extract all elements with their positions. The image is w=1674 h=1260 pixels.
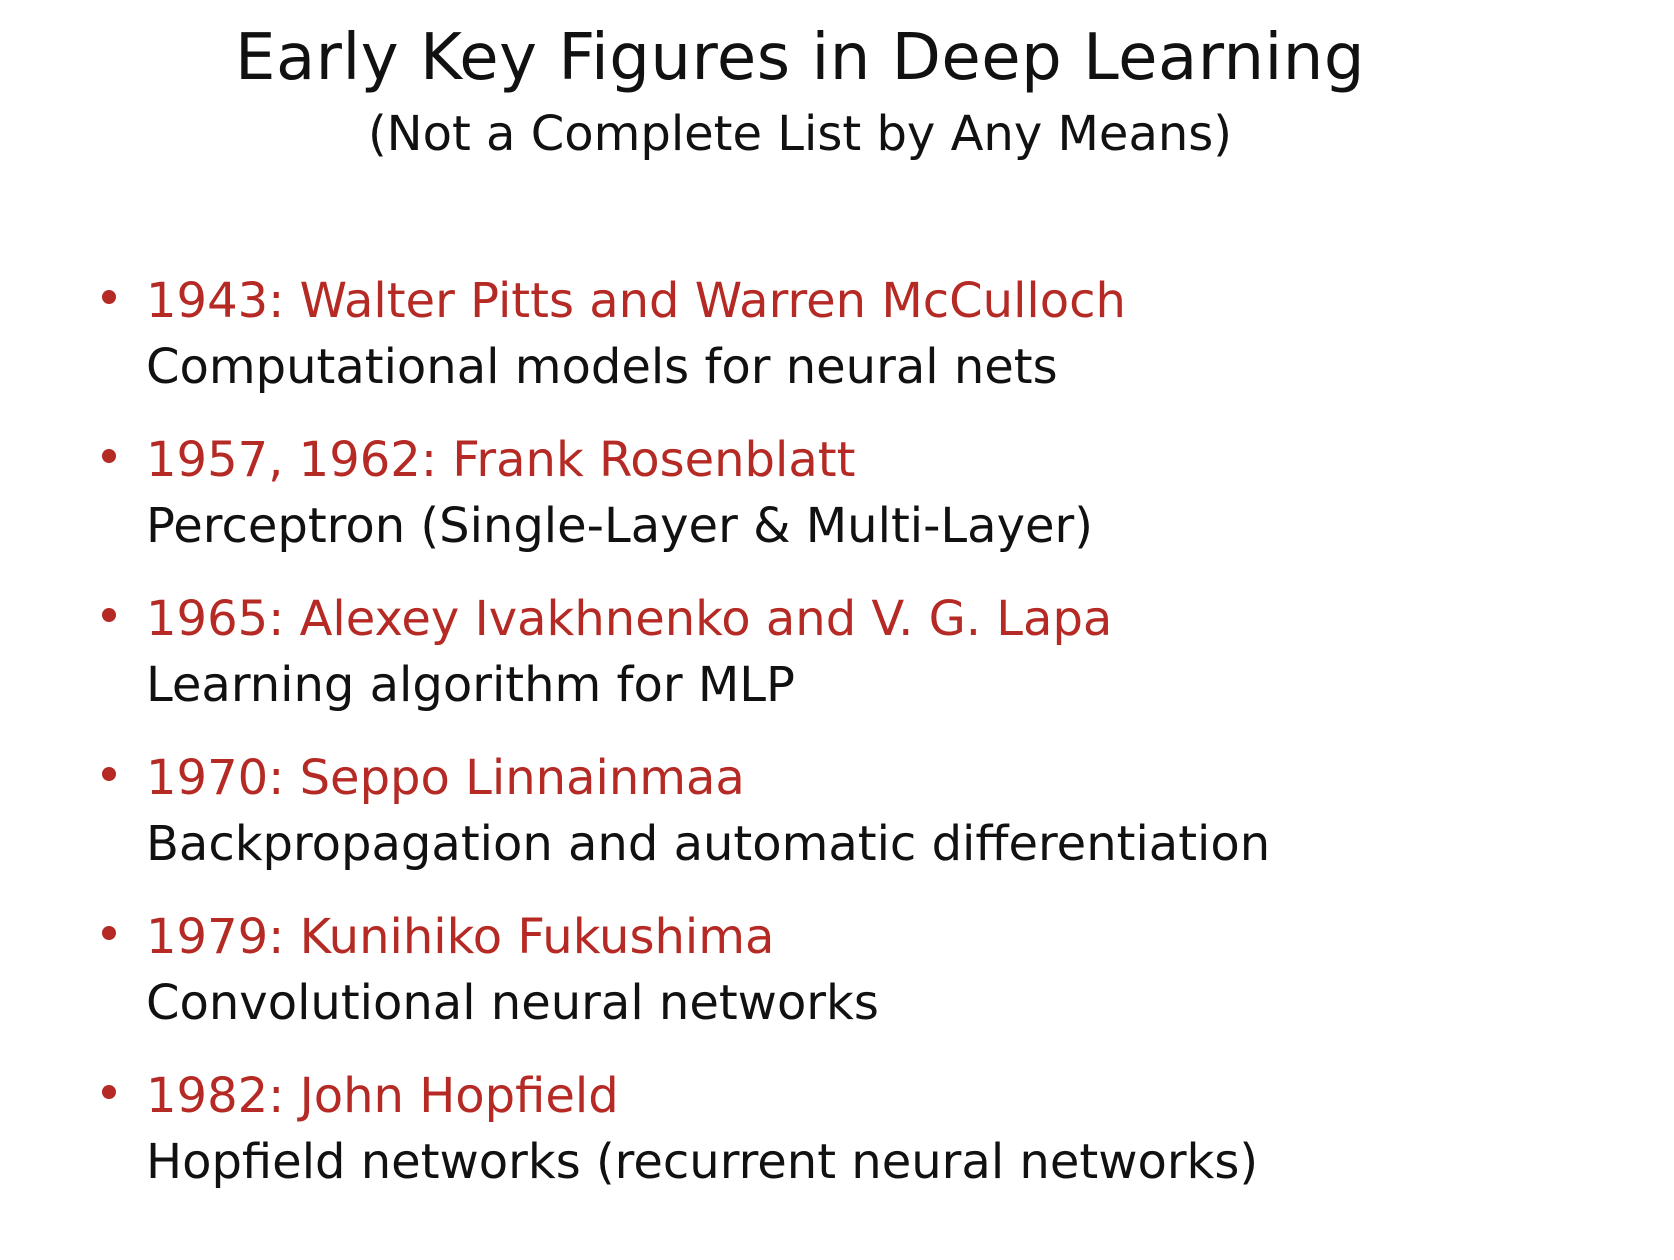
bullet-icon [102, 926, 116, 940]
bullet-icon [102, 608, 116, 622]
list-item: 1979: Kunihiko Fukushima Convolutional n… [96, 904, 1596, 1063]
slide-subtitle: (Not a Complete List by Any Means) [367, 106, 1233, 162]
item-heading: 1965: Alexey Ivakhnenko and V. G. Lapa [146, 591, 1113, 647]
item-description: Convolutional neural networks [146, 975, 879, 1031]
item-description: Backpropagation and automatic differenti… [146, 816, 1271, 872]
item-description: Learning algorithm for MLP [146, 657, 795, 713]
slide-title: Early Key Figures in Deep Learning [235, 21, 1365, 95]
list-item: 1982: John Hopfield Hopfield networks (r… [96, 1063, 1596, 1222]
bullet-icon [102, 290, 116, 304]
item-heading: 1943: Walter Pitts and Warren McCulloch [146, 273, 1126, 329]
list-item: 1957, 1962: Frank Rosenblatt Perceptron … [96, 427, 1596, 586]
list-item: 1943: Walter Pitts and Warren McCulloch … [96, 268, 1596, 427]
item-heading: 1982: John Hopfield [146, 1068, 619, 1124]
item-heading: 1970: Seppo Linnainmaa [146, 750, 745, 806]
item-heading: 1957, 1962: Frank Rosenblatt [146, 432, 856, 488]
item-heading: 1979: Kunihiko Fukushima [146, 909, 775, 965]
bullet-icon [102, 1085, 116, 1099]
item-description: Perceptron (Single-Layer & Multi-Layer) [146, 498, 1093, 554]
item-description: Computational models for neural nets [146, 339, 1058, 395]
title-block: Early Key Figures in Deep Learning (Not … [0, 14, 1600, 166]
bullet-icon [102, 767, 116, 781]
key-figures-list: 1943: Walter Pitts and Warren McCulloch … [96, 268, 1596, 1222]
list-item: 1970: Seppo Linnainmaa Backpropagation a… [96, 745, 1596, 904]
bullet-icon [102, 449, 116, 463]
list-item: 1965: Alexey Ivakhnenko and V. G. Lapa L… [96, 586, 1596, 745]
item-description: Hopfield networks (recurrent neural netw… [146, 1134, 1259, 1190]
